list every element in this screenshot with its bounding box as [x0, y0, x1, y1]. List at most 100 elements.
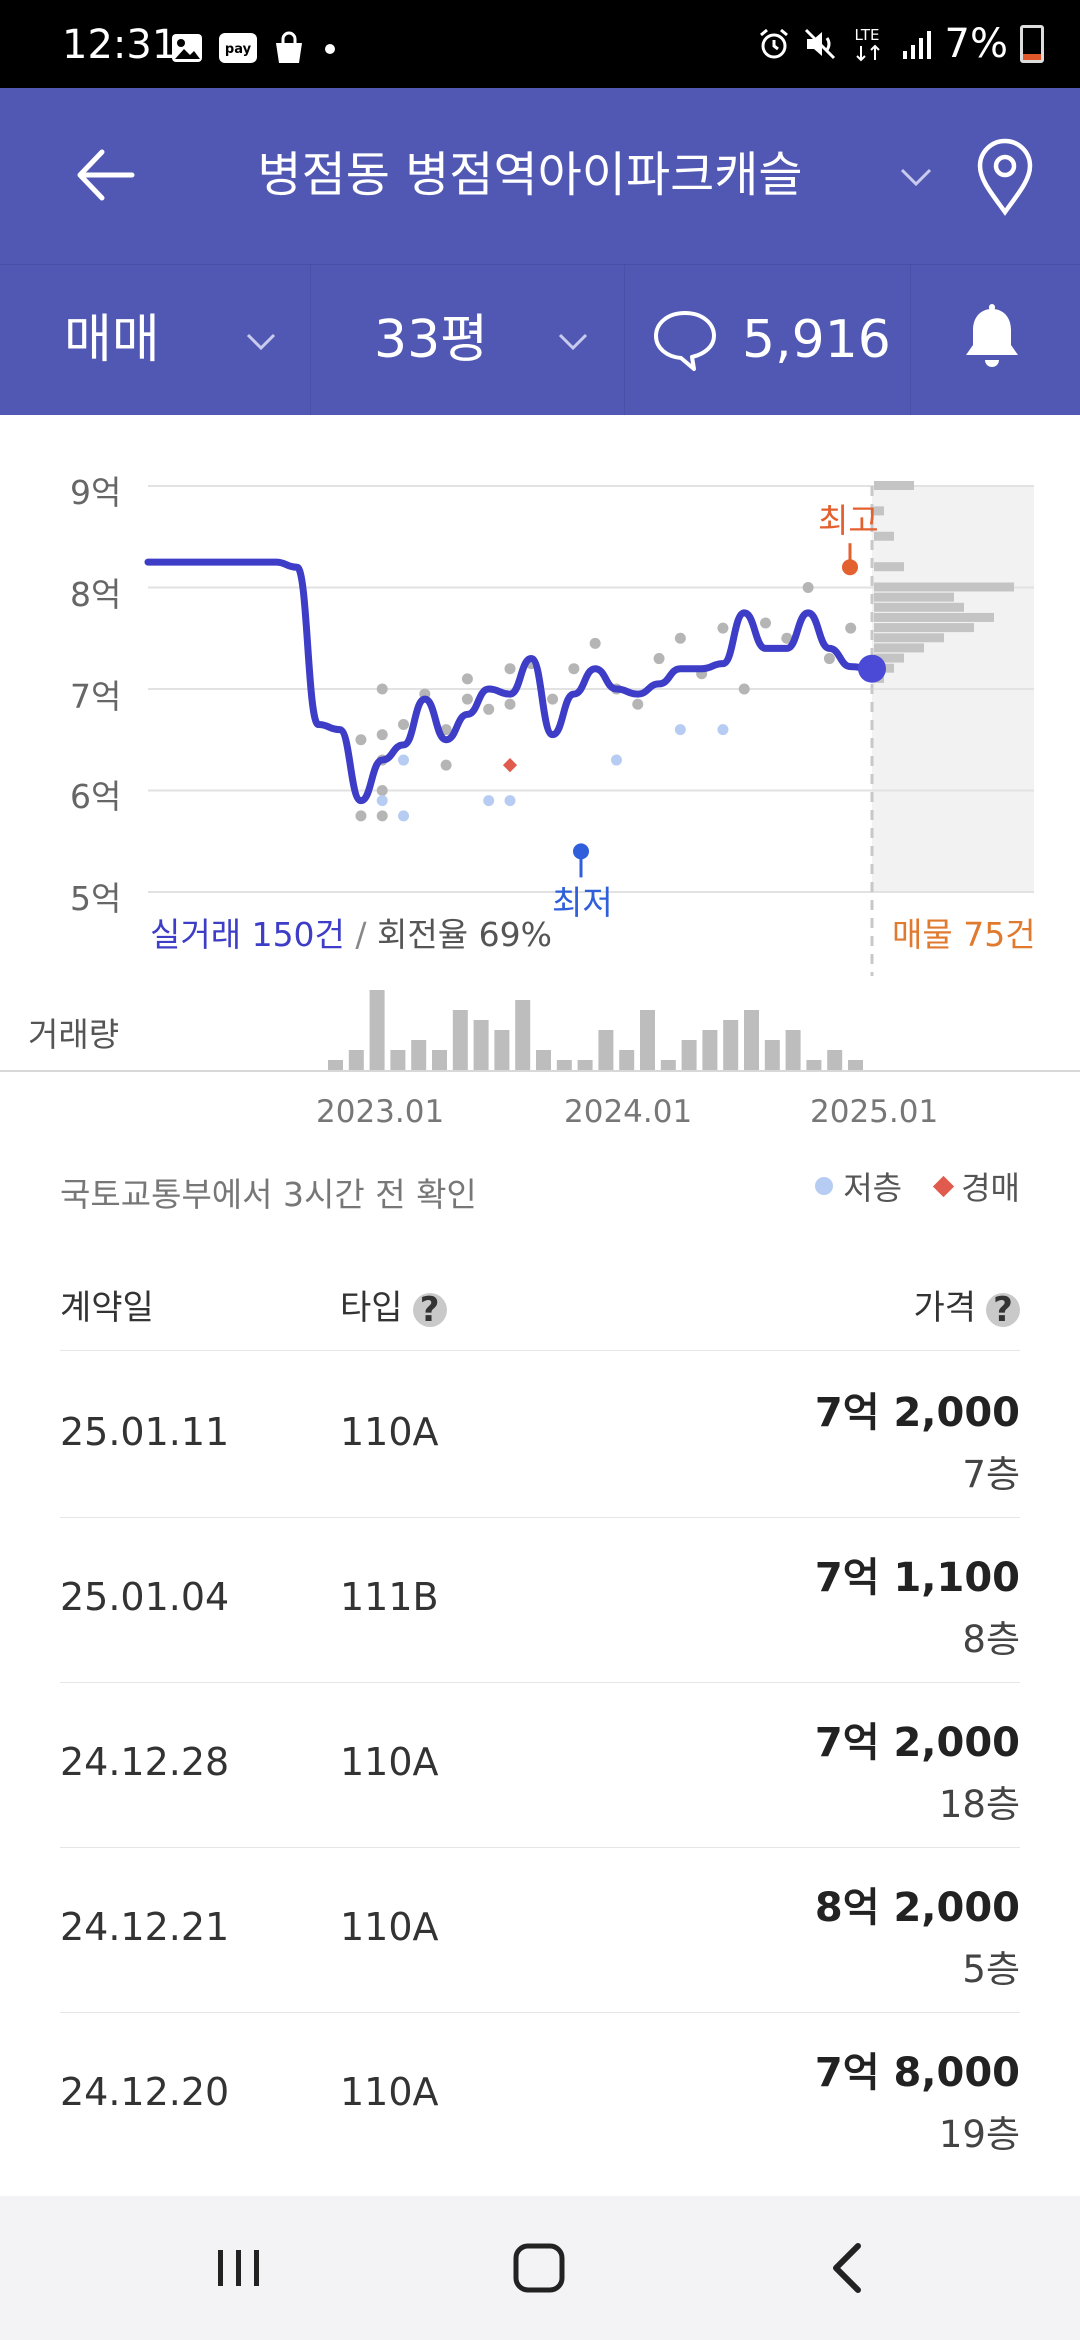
- back-arrow-icon[interactable]: [70, 140, 140, 210]
- y-tick-label: 7억: [70, 677, 122, 716]
- recent-apps-icon[interactable]: [214, 2238, 264, 2298]
- summary-separator: /: [355, 915, 367, 954]
- notification-button[interactable]: [910, 265, 1080, 415]
- volume-bar: [432, 1050, 447, 1070]
- lte-text: LTE: [854, 26, 879, 44]
- listing-bar: [874, 612, 994, 622]
- comments-button[interactable]: 5,916: [624, 265, 911, 415]
- chevron-down-icon: [558, 333, 588, 351]
- unit-type: 110A: [340, 1740, 439, 1784]
- high-marker-dot: [842, 559, 858, 576]
- trade-price: 8억 2,000: [814, 1885, 1020, 1931]
- low-marker-label: 최저: [552, 883, 613, 922]
- listing-bar: [874, 623, 974, 633]
- trade-dot: [376, 729, 388, 741]
- trade-summary: 실거래 150건 / 회전율 69%: [150, 908, 552, 956]
- trade-dot: [738, 683, 750, 695]
- status-time: 12:31: [62, 22, 178, 68]
- chevron-down-icon[interactable]: [896, 158, 936, 194]
- trade-dot: [461, 673, 473, 685]
- table-row[interactable]: 24.12.20 110A 7억 8,000 19층: [60, 2012, 1020, 2177]
- auction-trade-marker: [502, 758, 518, 773]
- y-tick-label: 5억: [70, 879, 122, 918]
- table-row[interactable]: 25.01.04 111B 7억 1,100 8층: [60, 1517, 1020, 1683]
- price-chart-svg: [144, 481, 1034, 1070]
- chart-divider: [0, 1070, 1080, 1072]
- home-icon[interactable]: [512, 2238, 568, 2298]
- help-icon[interactable]: ?: [412, 1292, 447, 1327]
- unit-type: 111B: [340, 1575, 439, 1619]
- trade-dot: [568, 663, 580, 675]
- x-tick-label: 2025.01: [810, 1094, 939, 1130]
- trade-dot: [781, 632, 793, 644]
- table-header: 계약일 타입? 가격?: [60, 1270, 1020, 1351]
- trade-dot: [760, 617, 772, 629]
- volume-bar: [848, 1060, 863, 1070]
- contract-date: 24.12.20: [60, 2070, 230, 2114]
- trade-dot: [547, 693, 559, 705]
- floor: 19층: [938, 2113, 1020, 2156]
- contract-date: 25.01.11: [60, 1410, 230, 1454]
- price-chart[interactable]: 9억 8억 7억 6억 5억 최고 최저 실거래 150건 / 회전율 69% …: [0, 414, 1080, 1074]
- listing-bar: [874, 562, 904, 572]
- pay-icon-text: pay: [225, 42, 252, 57]
- trade-dot: [632, 698, 644, 710]
- trade-type-selector[interactable]: 매매: [0, 265, 311, 415]
- turnover-rate: 회전율 69%: [377, 915, 552, 954]
- help-icon[interactable]: ?: [986, 1292, 1020, 1327]
- trade-dot: [674, 632, 686, 644]
- volume-bar: [806, 1060, 822, 1070]
- table-row[interactable]: 24.12.21 110A 8억 2,000 5층: [60, 1847, 1020, 2013]
- volume-bar: [328, 1060, 343, 1070]
- trade-dot: [845, 622, 857, 634]
- battery-icon: [1020, 25, 1044, 63]
- volume-label: 거래량: [28, 1015, 120, 1054]
- trade-dot: [717, 622, 729, 634]
- map-pin-icon[interactable]: [972, 136, 1038, 216]
- table-row[interactable]: 25.01.11 110A 7억 2,000 7층: [60, 1352, 1020, 1518]
- trade-dot: [376, 785, 388, 796]
- contract-date: 24.12.21: [60, 1905, 230, 1949]
- notification-icons: pay: [170, 28, 340, 68]
- trade-dot: [440, 759, 452, 771]
- header-type-label: 타입: [340, 1288, 403, 1328]
- low-floor-trade-dot: [610, 754, 622, 766]
- volume-bar: [598, 1030, 614, 1070]
- lte-icon: LTE: [854, 26, 880, 62]
- pay-icon: pay: [219, 33, 257, 63]
- listing-bar: [874, 633, 944, 643]
- volume-bar: [348, 1050, 364, 1070]
- shopping-bag-icon: [276, 31, 302, 63]
- listing-count: 매물 75건: [892, 915, 1036, 954]
- size-selector[interactable]: 33평: [310, 265, 625, 415]
- trade-dot: [376, 683, 388, 695]
- status-bar: 12:31 pay LTE 7%: [0, 0, 1080, 88]
- low-floor-trade-dot: [717, 724, 729, 736]
- trade-type-label: 매매: [64, 310, 160, 370]
- trade-price: 7억 8,000: [814, 2050, 1020, 2096]
- filter-bar: 매매 33평 5,916: [0, 264, 1080, 415]
- data-source-note: 국토교통부에서 3시간 전 확인: [60, 1175, 477, 1214]
- volume-bar: [681, 1040, 697, 1070]
- contract-date: 25.01.04: [60, 1575, 230, 1619]
- trade-price: 7억 2,000: [814, 1720, 1020, 1766]
- volume-bar: [640, 1010, 655, 1070]
- volume-bar: [764, 1040, 780, 1070]
- unit-type: 110A: [340, 1905, 439, 1949]
- y-tick-label: 6억: [70, 777, 122, 816]
- volume-bar: [536, 1050, 551, 1070]
- system-nav-bar: [0, 2196, 1080, 2340]
- complex-title[interactable]: 병점동 병점역아이파크캐슬: [257, 147, 803, 203]
- listing-bar: [874, 643, 924, 653]
- header-date: 계약일: [60, 1288, 154, 1328]
- app-header: 병점동 병점역아이파크캐슬: [0, 88, 1080, 264]
- table-row[interactable]: 24.12.28 110A 7억 2,000 18층: [60, 1682, 1020, 1848]
- trade-dot: [504, 698, 516, 710]
- volume-bar: [411, 1040, 427, 1070]
- mute-icon: [804, 28, 835, 60]
- y-tick-label: 9억: [70, 473, 122, 512]
- volume-bar: [452, 1010, 468, 1070]
- back-nav-icon[interactable]: [824, 2238, 874, 2298]
- trade-dot: [355, 734, 367, 746]
- image-icon: [172, 34, 202, 62]
